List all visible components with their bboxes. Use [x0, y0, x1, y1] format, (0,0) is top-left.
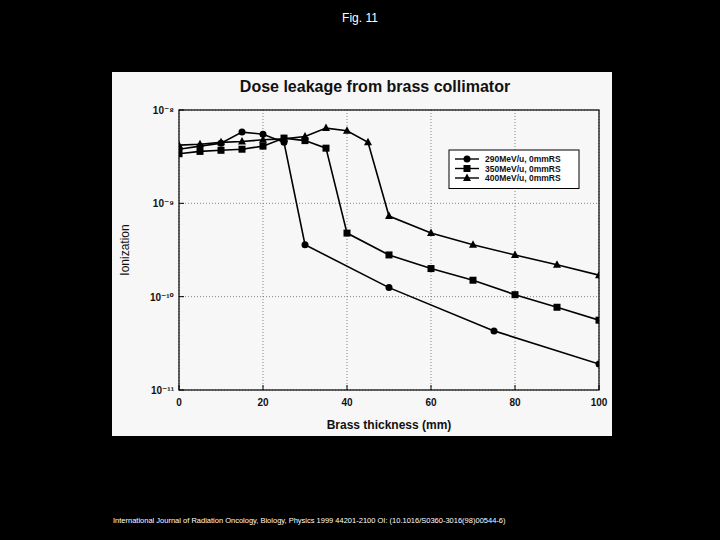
data-point	[197, 148, 204, 155]
data-point	[427, 229, 435, 237]
tick-label: 10⁻⁸	[153, 105, 174, 116]
legend: 290MeV/u, 0mmRS350MeV/u, 0mmRS400MeV/u, …	[449, 150, 579, 189]
grid-line	[263, 110, 264, 390]
data-point	[511, 250, 519, 258]
grid-line	[179, 203, 599, 204]
tick-label: 0	[176, 397, 182, 408]
legend-marker	[463, 174, 471, 182]
series-line	[179, 138, 599, 320]
tick	[263, 385, 264, 390]
data-point	[239, 129, 246, 136]
data-point	[238, 137, 246, 145]
y-axis-label: Ionization	[118, 224, 132, 275]
tick	[179, 203, 184, 204]
plot-frame	[179, 110, 599, 390]
data-point	[386, 284, 393, 291]
tick	[347, 385, 348, 390]
data-point	[385, 212, 393, 220]
tick-label: 40	[341, 397, 353, 408]
data-point	[554, 304, 561, 311]
tick	[179, 296, 184, 297]
data-point	[322, 124, 330, 132]
data-point	[323, 145, 330, 152]
data-point	[302, 241, 309, 248]
plot-area	[179, 124, 599, 368]
tick-label: 80	[509, 397, 521, 408]
data-point	[364, 138, 372, 146]
data-point	[344, 230, 351, 237]
tick-label: 20	[257, 397, 269, 408]
data-point	[196, 140, 204, 148]
data-point	[491, 327, 498, 334]
grid-line	[179, 296, 599, 297]
tick	[515, 385, 516, 390]
data-point	[239, 146, 246, 153]
tick-label: 10⁻¹¹	[151, 385, 175, 396]
grid-line	[431, 110, 432, 390]
tick-label: 60	[425, 397, 437, 408]
data-point	[259, 135, 267, 143]
data-point	[469, 240, 477, 248]
series-line	[179, 132, 599, 364]
grid-line	[347, 110, 348, 390]
tick-label: 100	[591, 397, 608, 408]
data-point	[343, 126, 351, 134]
legend-label: 350MeV/u, 0mmRS	[485, 164, 561, 174]
data-point	[218, 147, 225, 154]
tick-label: 10⁻¹⁰	[150, 292, 174, 303]
legend-label: 400MeV/u, 0mmRS	[485, 173, 561, 183]
legend-marker	[464, 165, 471, 172]
tick-label: 10⁻⁹	[153, 198, 174, 209]
data-point	[428, 265, 435, 272]
legend-marker	[464, 156, 471, 163]
data-point	[260, 143, 267, 150]
legend-label: 290MeV/u, 0mmRS	[485, 154, 561, 164]
tick	[431, 385, 432, 390]
data-point	[301, 132, 309, 140]
title: Dose leakage from brass collimator	[240, 78, 510, 95]
legend-box	[449, 150, 579, 189]
figure: Fig. 11 International Journal of Radiatio…	[0, 0, 720, 540]
heading: Fig. 11	[342, 11, 378, 25]
data-point	[217, 138, 225, 146]
panel	[112, 72, 612, 436]
x-axis-label: Brass thickness (mm)	[327, 418, 452, 432]
data-point	[280, 134, 288, 142]
data-point	[553, 260, 561, 268]
data-point	[386, 251, 393, 258]
data-point	[470, 277, 477, 284]
data-point	[512, 291, 519, 298]
series-line	[179, 128, 599, 275]
background	[0, 0, 720, 540]
caption: International Journal of Radiation Oncol…	[113, 516, 506, 525]
